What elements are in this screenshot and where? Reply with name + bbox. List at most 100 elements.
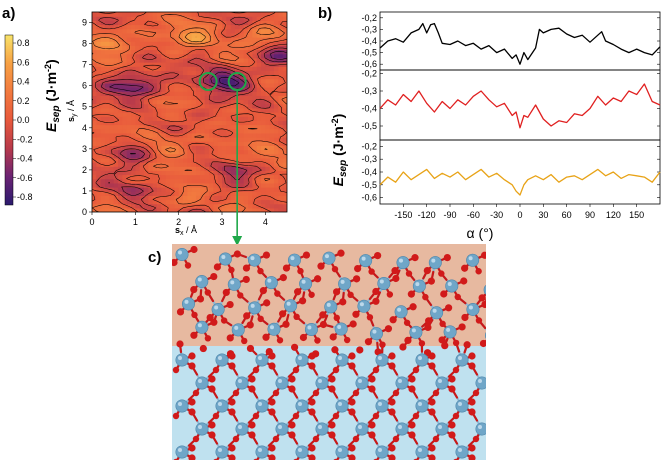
heatmap-cell	[217, 28, 223, 34]
heatmap-cell	[144, 32, 149, 38]
metal-atom-highlight	[234, 325, 239, 330]
heatmap-cell	[144, 199, 149, 205]
heatmap-cell	[152, 87, 158, 92]
heatmap-cell	[274, 49, 279, 55]
heatmap-cell	[269, 99, 275, 105]
heatmap-cell	[157, 28, 162, 34]
heatmap-cell	[170, 195, 175, 201]
heatmap-cell	[109, 66, 115, 71]
line-ylabel: Esep (J·m-2)	[330, 114, 349, 187]
heatmap-cell	[105, 32, 110, 38]
heatmap-cell	[261, 91, 266, 96]
heatmap-cell	[105, 132, 110, 138]
oxygen-atom	[293, 313, 300, 321]
oxygen-atom	[188, 408, 196, 416]
heatmap-cell	[92, 20, 97, 26]
heatmap-cell	[252, 66, 258, 71]
heatmap-cell	[174, 95, 180, 101]
heatmap-cell	[174, 20, 180, 26]
metal-atom	[483, 284, 486, 295]
heatmap-cell	[239, 116, 245, 121]
heatmap-cell	[122, 187, 128, 192]
metal-atom	[335, 353, 349, 367]
heatmap-cell	[278, 32, 284, 38]
heatmap-cell	[152, 37, 158, 42]
heatmap-cell	[113, 207, 119, 212]
heatmap-cell	[152, 157, 158, 163]
heatmap-cell	[243, 53, 249, 59]
heatmap-cell	[118, 195, 123, 201]
heatmap-cell	[105, 137, 110, 142]
heatmap-cell	[92, 120, 97, 126]
heatmap-cell	[174, 107, 180, 113]
heatmap-cell	[274, 16, 279, 21]
line-ylabel-end: )	[330, 114, 346, 119]
heatmap-cell	[126, 162, 132, 167]
heatmap-cell	[135, 112, 141, 117]
heatmap-cell	[96, 87, 102, 92]
metal-atom	[396, 256, 410, 270]
oxygen-atom	[432, 435, 440, 443]
heatmap-cell	[252, 28, 258, 34]
heatmap-cell	[165, 66, 171, 71]
heatmap-cell	[265, 174, 271, 180]
heatmap-cell	[118, 174, 123, 180]
metal-atom	[195, 275, 209, 289]
heatmap-cell	[183, 203, 188, 209]
heatmap-cell	[209, 99, 214, 105]
oxygen-atom	[428, 398, 436, 406]
heatmap-x-tick-label: 1	[133, 217, 138, 227]
heatmap-cell	[174, 112, 180, 117]
heatmap-cell	[144, 107, 149, 113]
oxygen-atom	[331, 346, 339, 354]
oxygen-atom	[388, 408, 396, 416]
heatmap-cell	[274, 178, 279, 184]
metal-atom-highlight	[221, 255, 226, 260]
heatmap-cell	[144, 91, 149, 96]
heatmap-cell	[239, 199, 245, 205]
heatmap-cell	[222, 107, 227, 113]
oxygen-atom	[241, 337, 248, 345]
heatmap-cell	[118, 128, 123, 134]
heatmap-cell	[217, 157, 223, 163]
heatmap-cell	[278, 24, 284, 30]
heatmap-cell	[191, 62, 197, 67]
metal-atom-highlight	[411, 328, 416, 333]
heatmap-cell	[170, 91, 175, 96]
heatmap-cell	[226, 195, 232, 201]
metal-atom	[235, 376, 249, 390]
heatmap-cell	[226, 166, 232, 171]
heatmap-cell	[161, 37, 167, 42]
heatmap-cell	[204, 28, 210, 34]
heatmap-cell	[183, 149, 188, 155]
heatmap-cell	[196, 70, 201, 76]
heatmap-cell	[191, 207, 197, 212]
metal-atom-highlight	[398, 425, 402, 429]
heatmap-cell	[105, 99, 110, 105]
oxygen-atom	[425, 317, 433, 325]
heatmap-cell	[200, 182, 206, 188]
heatmap-cell	[209, 103, 214, 109]
heatmap-cell	[96, 91, 102, 96]
heatmap-cell	[100, 99, 106, 105]
heatmap-cell	[230, 157, 236, 163]
oxygen-atom	[279, 310, 287, 318]
heatmap-cell	[256, 195, 262, 201]
heatmap-cell	[230, 182, 236, 188]
heatmap-cell	[200, 107, 206, 113]
metal-atom	[466, 253, 480, 267]
heatmap-cell	[152, 162, 158, 167]
oxygen-atom	[441, 342, 449, 350]
oxygen-atom	[468, 398, 476, 406]
oxygen-atom	[328, 385, 336, 393]
heatmap-cell	[204, 45, 210, 51]
heatmap-cell	[226, 16, 232, 21]
heatmap-cell	[204, 170, 210, 176]
heatmap-cell	[226, 207, 232, 212]
heatmap-cell	[126, 99, 132, 105]
heatmap-cell	[105, 20, 110, 26]
oxygen-atom	[499, 281, 506, 288]
line-x-tick-label: 60	[562, 210, 572, 220]
heatmap-cell	[191, 116, 197, 121]
heatmap-cell	[235, 53, 240, 59]
